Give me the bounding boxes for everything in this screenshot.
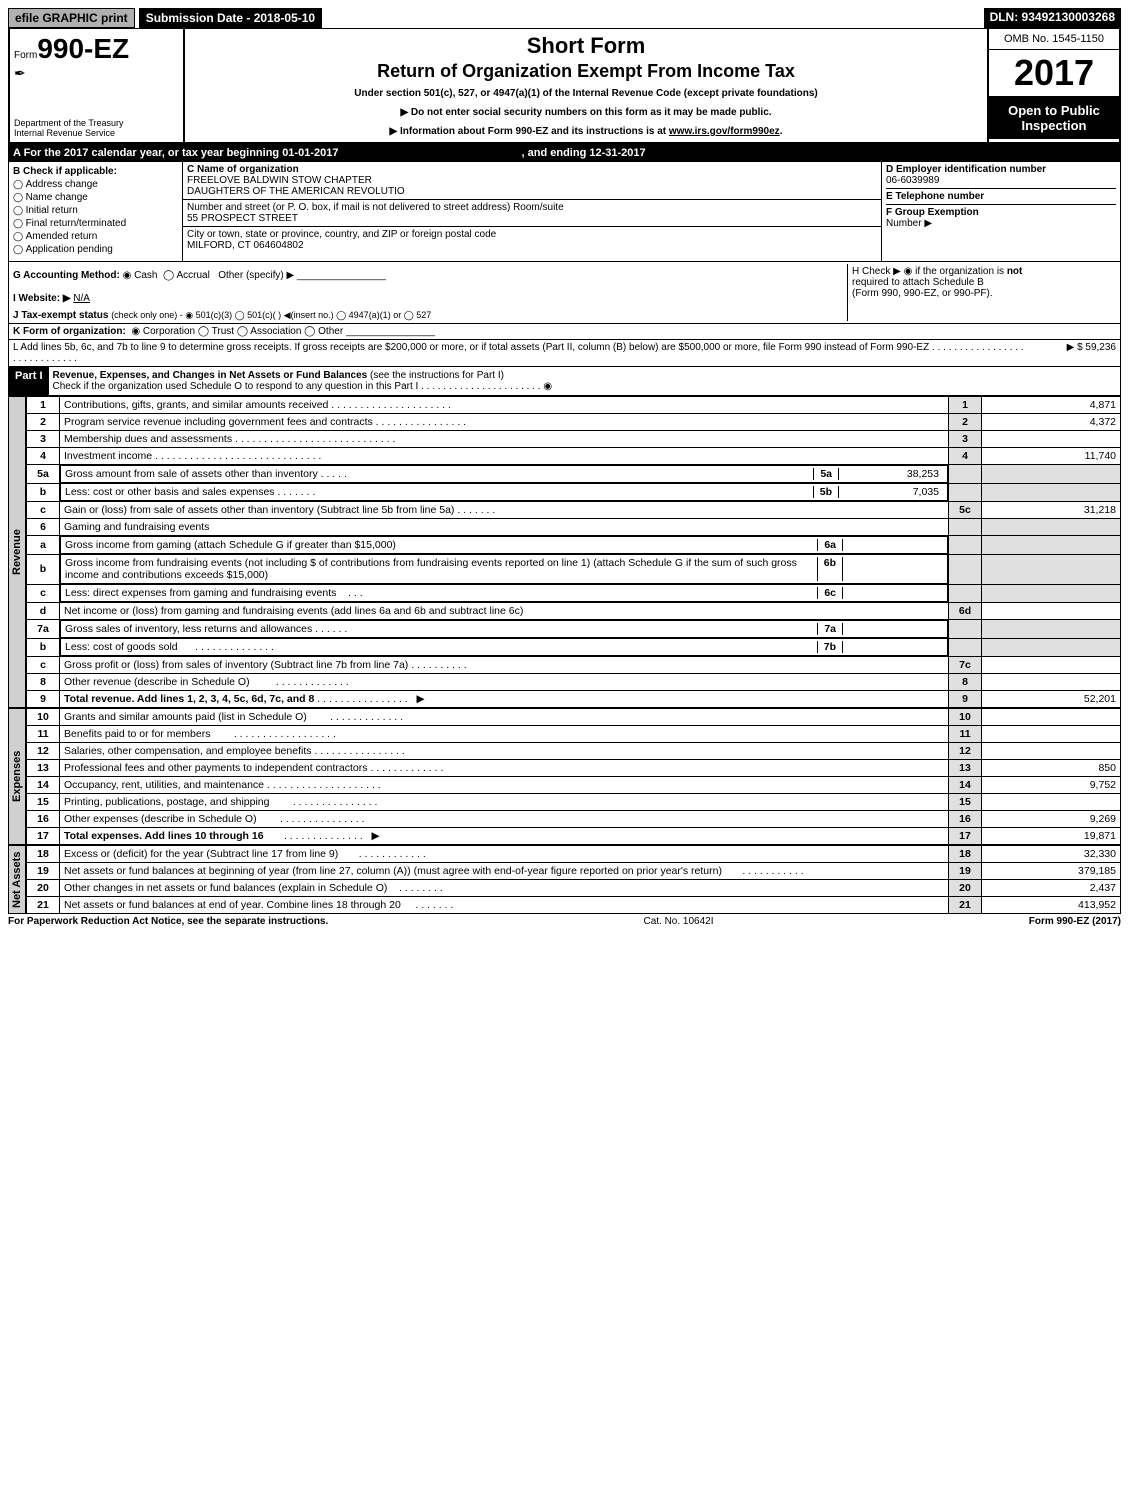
line-7a: 7aGross sales of inventory, less returns… xyxy=(27,620,1121,639)
part-i-sub: Check if the organization used Schedule … xyxy=(53,381,419,392)
group-exemption-number: Number ▶ xyxy=(886,218,932,229)
line-L-text: L Add lines 5b, 6c, and 7b to line 9 to … xyxy=(13,342,929,353)
efile-print-button[interactable]: efile GRAPHIC print xyxy=(8,8,135,28)
line-20: 20Other changes in net assets or fund ba… xyxy=(27,880,1121,897)
open-to-public: Open to PublicInspection xyxy=(989,96,1119,139)
short-form-title: Short Form xyxy=(193,33,979,59)
instruction-line2: ▶ Information about Form 990-EZ and its … xyxy=(193,126,979,137)
department-line2: Internal Revenue Service xyxy=(14,128,179,138)
website-label: I Website: ▶ xyxy=(13,293,71,304)
instruction-line1: ▶ Do not enter social security numbers o… xyxy=(193,107,979,118)
footer-left: For Paperwork Reduction Act Notice, see … xyxy=(8,916,328,927)
line-6a: aGross income from gaming (attach Schedu… xyxy=(27,536,1121,555)
side-label-netassets: Net Assets xyxy=(8,845,26,914)
check-application-pending[interactable]: Application pending xyxy=(13,244,178,255)
section-b-label: B Check if applicable: xyxy=(13,166,117,177)
line-6: 6Gaming and fundraising events xyxy=(27,519,1121,536)
footer-right: Form 990-EZ (2017) xyxy=(1029,916,1121,927)
accounting-accrual[interactable]: Accrual xyxy=(176,270,209,281)
line-12: 12Salaries, other compensation, and empl… xyxy=(27,743,1121,760)
line-7b: bLess: cost of goods sold . . . . . . . … xyxy=(27,638,1121,657)
street-value: 55 PROSPECT STREET xyxy=(187,213,298,224)
h-check-label: H Check ▶ ◉ if the organization is xyxy=(852,266,1007,277)
line-5a: 5aGross amount from sale of assets other… xyxy=(27,465,1121,484)
line-16: 16Other expenses (describe in Schedule O… xyxy=(27,811,1121,828)
line-6d: dNet income or (loss) from gaming and fu… xyxy=(27,603,1121,620)
department-line1: Department of the Treasury xyxy=(14,118,179,128)
website-value: N/A xyxy=(73,293,90,304)
part-i-heading: Revenue, Expenses, and Changes in Net As… xyxy=(53,370,368,381)
line-8: 8Other revenue (describe in Schedule O) … xyxy=(27,674,1121,691)
line-L-amount: ▶ $ 59,236 xyxy=(1026,342,1116,364)
ein-value: 06-6039989 xyxy=(886,175,1116,186)
footer-cat-no: Cat. No. 10642I xyxy=(328,916,1028,927)
line-6c: cLess: direct expenses from gaming and f… xyxy=(27,584,1121,603)
line-11: 11Benefits paid to or for members . . . … xyxy=(27,726,1121,743)
part-i-header: Part I xyxy=(9,367,49,395)
city-label: City or town, state or province, country… xyxy=(187,229,496,240)
check-amended-return[interactable]: Amended return xyxy=(13,231,178,242)
line-13: 13Professional fees and other payments t… xyxy=(27,760,1121,777)
accounting-method-label: G Accounting Method: xyxy=(13,270,120,281)
form-of-org-options[interactable]: ◉ Corporation ◯ Trust ◯ Association ◯ Ot… xyxy=(131,326,343,337)
h-line2: required to attach Schedule B xyxy=(852,277,984,288)
h-line3: (Form 990, 990-EZ, or 990-PF). xyxy=(852,288,993,299)
accounting-other[interactable]: Other (specify) ▶ xyxy=(218,270,294,281)
check-initial-return[interactable]: Initial return xyxy=(13,205,178,216)
return-title: Return of Organization Exempt From Incom… xyxy=(193,61,979,82)
row-a-tax-year: A For the 2017 calendar year, or tax yea… xyxy=(8,144,1121,162)
under-section: Under section 501(c), 527, or 4947(a)(1)… xyxy=(193,88,979,99)
line-7c: cGross profit or (loss) from sales of in… xyxy=(27,657,1121,674)
submission-date: Submission Date - 2018-05-10 xyxy=(139,8,322,28)
form-number: Form990-EZ xyxy=(14,33,179,65)
omb-number: OMB No. 1545-1150 xyxy=(989,29,1119,50)
tax-exempt-options[interactable]: (check only one) - ◉ 501(c)(3) ◯ 501(c)(… xyxy=(111,310,431,320)
line-21: 21Net assets or fund balances at end of … xyxy=(27,897,1121,914)
line-17: 17Total expenses. Add lines 10 through 1… xyxy=(27,828,1121,845)
side-label-expenses: Expenses xyxy=(8,708,26,845)
line-5b: bLess: cost or other basis and sales exp… xyxy=(27,483,1121,502)
dln-number: DLN: 93492130003268 xyxy=(984,8,1121,28)
form-of-org-label: K Form of organization: xyxy=(13,326,126,337)
line-9: 9Total revenue. Add lines 1, 2, 3, 4, 5c… xyxy=(27,691,1121,708)
org-name-2: DAUGHTERS OF THE AMERICAN REVOLUTIO xyxy=(187,186,405,197)
check-address-change[interactable]: Address change xyxy=(13,179,178,190)
line-6b: bGross income from fundraising events (n… xyxy=(27,554,1121,584)
line-1: 1Contributions, gifts, grants, and simil… xyxy=(27,397,1121,414)
line-4: 4Investment income . . . . . . . . . . .… xyxy=(27,448,1121,465)
city-value: MILFORD, CT 064604802 xyxy=(187,240,304,251)
side-label-revenue: Revenue xyxy=(8,396,26,708)
line-2: 2Program service revenue including gover… xyxy=(27,414,1121,431)
org-name-1: FREELOVE BALDWIN STOW CHAPTER xyxy=(187,175,372,186)
line-15: 15Printing, publications, postage, and s… xyxy=(27,794,1121,811)
group-exemption-label: F Group Exemption xyxy=(886,207,979,218)
telephone-label: E Telephone number xyxy=(886,191,984,202)
form-prefix: Form xyxy=(14,50,37,61)
line-18: 18Excess or (deficit) for the year (Subt… xyxy=(27,846,1121,863)
tax-exempt-label: J Tax-exempt status xyxy=(13,310,108,321)
part-i-heading-paren: (see the instructions for Part I) xyxy=(370,370,504,381)
line-3: 3Membership dues and assessments . . . .… xyxy=(27,431,1121,448)
org-name-label: C Name of organization xyxy=(187,164,299,175)
irs-link[interactable]: www.irs.gov/form990ez xyxy=(669,126,780,137)
line-19: 19Net assets or fund balances at beginni… xyxy=(27,863,1121,880)
line-14: 14Occupancy, rent, utilities, and mainte… xyxy=(27,777,1121,794)
line-10: 10Grants and similar amounts paid (list … xyxy=(27,709,1121,726)
accounting-cash[interactable]: Cash xyxy=(134,270,157,281)
street-label: Number and street (or P. O. box, if mail… xyxy=(187,202,564,213)
ein-label: D Employer identification number xyxy=(886,164,1046,175)
tax-year: 2017 xyxy=(989,50,1119,96)
check-final-return[interactable]: Final return/terminated xyxy=(13,218,178,229)
check-name-change[interactable]: Name change xyxy=(13,192,178,203)
line-5c: cGain or (loss) from sale of assets othe… xyxy=(27,502,1121,519)
